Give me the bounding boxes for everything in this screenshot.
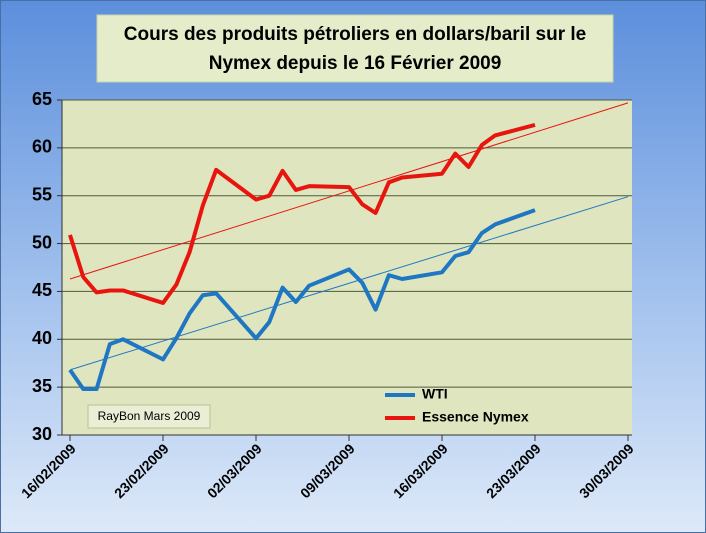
title-box — [96, 14, 614, 83]
y-tick-label: 45 — [32, 280, 52, 300]
y-tick-label: 60 — [32, 137, 52, 157]
y-tick-label: 65 — [32, 89, 52, 109]
annotation: RayBon Mars 2009 — [98, 409, 201, 423]
series-line — [68, 208, 536, 392]
y-tick-label: 35 — [32, 376, 52, 396]
chart-title: Cours des produits pétroliers en dollars… — [124, 24, 586, 45]
annotation-box — [87, 404, 211, 429]
y-tick-label: 40 — [32, 328, 52, 348]
chart-title: Nymex depuis le 16 Février 2009 — [209, 53, 502, 74]
y-tick-label: 55 — [32, 184, 52, 204]
legend-label: WTI — [422, 386, 448, 402]
trendline — [69, 196, 629, 371]
y-tick-label: 30 — [32, 424, 52, 444]
legend-label: Essence Nymex — [422, 409, 529, 425]
series-line — [68, 122, 536, 305]
y-tick-label: 50 — [32, 232, 52, 252]
trendline — [69, 102, 629, 280]
plot-area — [62, 100, 632, 435]
